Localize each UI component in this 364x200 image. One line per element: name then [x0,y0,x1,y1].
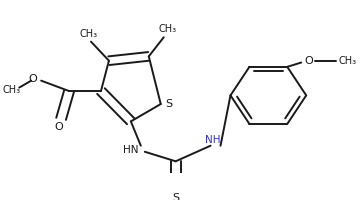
Text: S: S [165,99,172,109]
Text: HN: HN [123,145,139,155]
Text: CH₃: CH₃ [80,29,98,39]
Text: S: S [172,193,179,200]
Text: CH₃: CH₃ [339,56,357,66]
Text: O: O [29,74,37,84]
Text: NH: NH [205,135,220,145]
Text: CH₃: CH₃ [2,85,20,95]
Text: CH₃: CH₃ [159,24,177,34]
Text: O: O [305,56,313,66]
Text: O: O [55,122,63,132]
